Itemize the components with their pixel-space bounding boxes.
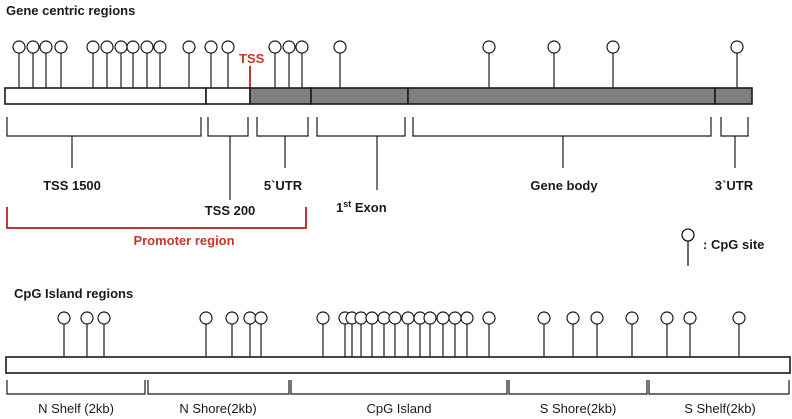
tss-marker-label: TSS: [239, 51, 265, 66]
label-5utr: 5`UTR: [264, 178, 303, 193]
island-cpg-site-icon: [365, 311, 379, 325]
gene-region-bracket: [6, 117, 202, 137]
gene-bar: [4, 87, 753, 105]
gene-bar-body: [407, 87, 716, 105]
gene-cpg-site-icon: [26, 40, 40, 54]
island-cpg-site-icon: [388, 311, 402, 325]
label-tss200: TSS 200: [205, 203, 256, 218]
gene-cpg-site-icon: [114, 40, 128, 54]
island-region-bracket: [6, 380, 146, 395]
island-cpg-site-icon: [460, 311, 474, 325]
gene-cpg-site-icon: [482, 40, 496, 54]
label-exon1: 1st Exon: [336, 199, 387, 215]
island-cpg-site-icon: [590, 311, 604, 325]
gene-region-bracket: [207, 117, 249, 137]
gene-cpg-site-icon: [204, 40, 218, 54]
island-cpg-site-icon: [243, 311, 257, 325]
island-cpg-site-icon: [377, 311, 391, 325]
gene-cpg-sites: [12, 40, 744, 88]
gene-cpg-site-icon: [606, 40, 620, 54]
gene-bar-tss1500: [4, 87, 207, 105]
label-tss1500: TSS 1500: [43, 178, 101, 193]
gene-bar-5utr: [249, 87, 312, 105]
gene-cpg-site-icon: [730, 40, 744, 54]
gene-cpg-site-icon: [39, 40, 53, 54]
label-s-shelf: S Shelf(2kb): [684, 401, 756, 416]
cpg-region-brackets: [6, 380, 790, 395]
island-cpg-site-icon: [625, 311, 639, 325]
island-cpg-site-icon: [80, 311, 94, 325]
gene-cpg-site-icon: [333, 40, 347, 54]
island-cpg-site-icon: [448, 311, 462, 325]
gene-bar-exon1: [310, 87, 409, 105]
island-cpg-site-icon: [97, 311, 111, 325]
island-cpg-site-icon: [537, 311, 551, 325]
gene-region-bracket: [412, 117, 712, 137]
gene-cpg-site-icon: [547, 40, 561, 54]
cpg-site-legend: : CpG site: [681, 228, 764, 266]
gene-bar-tss200: [205, 87, 251, 105]
island-cpg-site-icon: [199, 311, 213, 325]
island-cpg-site-icon: [732, 311, 746, 325]
island-cpg-site-icon: [436, 311, 450, 325]
island-cpg-site-icon: [566, 311, 580, 325]
island-cpg-site-icon: [683, 311, 697, 325]
gene-cpg-site-icon: [182, 40, 196, 54]
cpg-site-legend-icon: [681, 228, 695, 242]
island-cpg-sites: [57, 311, 746, 357]
gene-cpg-site-icon: [140, 40, 154, 54]
gene-bar-3utr: [714, 87, 753, 105]
island-cpg-site-icon: [401, 311, 415, 325]
island-cpg-site-icon: [423, 311, 437, 325]
label-promoter-region: Promoter region: [133, 233, 234, 248]
label-n-shore: N Shore(2kb): [179, 401, 256, 416]
label-s-shore: S Shore(2kb): [540, 401, 617, 416]
gene-region-bracket: [720, 117, 749, 137]
gene-cpg-site-icon: [221, 40, 235, 54]
gene-cpg-site-icon: [100, 40, 114, 54]
gene-cpg-site-icon: [86, 40, 100, 54]
gene-cpg-site-icon: [153, 40, 167, 54]
gene-cpg-site-icon: [295, 40, 309, 54]
island-cpg-site-icon: [225, 311, 239, 325]
island-region-bracket: [290, 380, 508, 395]
label-cpg-island: CpG Island: [366, 401, 431, 416]
island-cpg-site-icon: [660, 311, 674, 325]
island-cpg-site-icon: [482, 311, 496, 325]
gene-cpg-site-icon: [54, 40, 68, 54]
gene-region-bracket: [316, 117, 406, 137]
cpg-island-bar: [5, 356, 791, 374]
label-3utr: 3`UTR: [715, 178, 754, 193]
gene-cpg-site-icon: [12, 40, 26, 54]
cpg-island-title: CpG Island regions: [14, 286, 133, 301]
promoter-bracket: [6, 207, 307, 229]
label-gene-body: Gene body: [530, 178, 598, 193]
gene-region-brackets: [6, 117, 749, 200]
island-cpg-site-icon: [254, 311, 268, 325]
gene-region-bracket: [256, 117, 309, 137]
island-cpg-site-icon: [354, 311, 368, 325]
gene-cpg-site-icon: [282, 40, 296, 54]
gene-cpg-site-icon: [268, 40, 282, 54]
label-n-shelf: N Shelf (2kb): [38, 401, 114, 416]
legend-label: : CpG site: [703, 237, 764, 252]
island-region-bracket: [147, 380, 290, 395]
island-region-bracket: [508, 380, 648, 395]
gene-centric-title: Gene centric regions: [6, 3, 135, 18]
gene-cpg-site-icon: [126, 40, 140, 54]
island-region-bracket: [648, 380, 790, 395]
island-cpg-site-icon: [316, 311, 330, 325]
island-cpg-site-icon: [57, 311, 71, 325]
